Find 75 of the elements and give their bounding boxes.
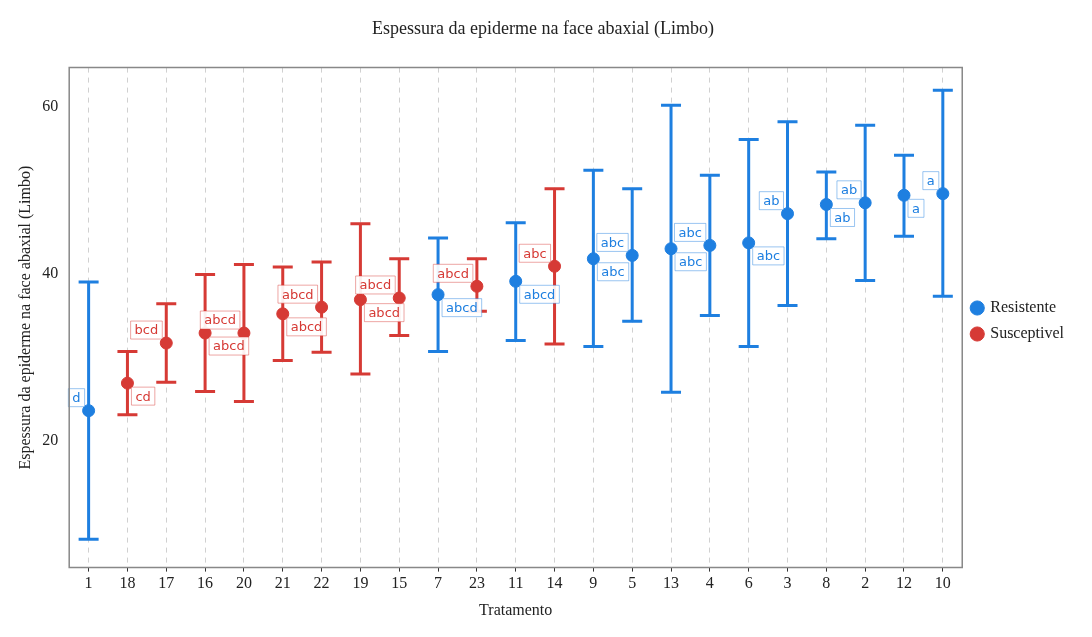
data-label: abc xyxy=(601,264,625,280)
point xyxy=(742,236,756,250)
point xyxy=(315,300,329,314)
x-tick-label: 6 xyxy=(744,574,753,592)
point xyxy=(897,188,911,202)
data-label: abc xyxy=(756,248,781,264)
point xyxy=(703,238,717,252)
x-tick-label: 15 xyxy=(391,574,408,592)
legend-label: Resistente xyxy=(990,298,1056,316)
point xyxy=(276,307,290,321)
data-label: cd xyxy=(135,388,151,404)
point xyxy=(664,242,678,256)
data-label: ab xyxy=(763,193,780,209)
x-tick-label: 10 xyxy=(934,574,951,592)
y-tick-label: 20 xyxy=(42,430,59,448)
y-axis-title: Espessura da epiderme na face abaxial (Limbo) xyxy=(15,165,34,470)
x-tick-label: 11 xyxy=(508,574,524,592)
chart-title: Espessura da epiderme na face abaxial (Limbo) xyxy=(372,17,714,39)
data-label: a xyxy=(926,173,935,189)
point xyxy=(781,207,795,221)
data-label: abc xyxy=(678,224,702,240)
point xyxy=(470,279,484,293)
point xyxy=(625,248,639,262)
data-label: abcd xyxy=(437,265,469,281)
legend-label: Susceptivel xyxy=(990,324,1065,343)
data-label: abc xyxy=(600,234,625,250)
point xyxy=(431,288,445,302)
x-axis-title: Tratamento xyxy=(479,600,553,618)
x-tick-label: 2 xyxy=(861,574,870,592)
x-tick-label: 19 xyxy=(352,574,369,592)
data-label: bcd xyxy=(134,322,159,338)
data-label: abcd xyxy=(290,319,323,335)
point xyxy=(392,291,406,305)
y-tick-label: 60 xyxy=(42,97,59,115)
data-label: abcd xyxy=(523,286,556,302)
x-tick-label: 5 xyxy=(628,574,637,592)
point xyxy=(82,404,96,418)
point xyxy=(586,252,600,266)
x-tick-label: 1 xyxy=(84,574,93,592)
x-tick-label: 9 xyxy=(589,574,598,592)
data-label: abcd xyxy=(213,338,245,354)
data-label: abcd xyxy=(281,286,314,302)
point xyxy=(159,336,173,350)
data-label: a xyxy=(911,200,920,216)
x-tick-label: 4 xyxy=(705,574,714,592)
x-tick-label: 20 xyxy=(235,574,252,592)
data-label: abcd xyxy=(446,300,478,316)
x-tick-label: 21 xyxy=(274,574,291,592)
x-tick-label: 22 xyxy=(313,574,330,592)
x-tick-label: 3 xyxy=(783,574,792,592)
data-label: abc xyxy=(679,254,703,270)
data-label: d xyxy=(72,390,81,406)
y-tick-label: 40 xyxy=(42,263,59,281)
data-label: ab xyxy=(840,182,858,198)
data-label: abcd xyxy=(359,277,392,293)
data-label: abcd xyxy=(368,305,401,321)
data-label: abc xyxy=(523,245,547,261)
point xyxy=(120,376,134,390)
x-tick-label: 7 xyxy=(434,574,443,592)
x-tick-label: 14 xyxy=(546,574,563,592)
data-label: abcd xyxy=(204,312,236,328)
point xyxy=(819,198,833,211)
x-tick-label: 13 xyxy=(663,574,680,592)
x-tick-label: 18 xyxy=(119,574,136,592)
point xyxy=(353,293,367,307)
x-tick-label: 23 xyxy=(468,574,485,592)
point xyxy=(858,196,872,210)
x-tick-label: 8 xyxy=(822,574,831,592)
x-tick-label: 16 xyxy=(197,574,214,592)
point xyxy=(936,187,950,201)
point xyxy=(548,259,562,273)
x-tick-label: 17 xyxy=(158,574,175,592)
data-label: ab xyxy=(834,209,851,225)
x-tick-label: 12 xyxy=(895,574,912,592)
point xyxy=(509,274,523,288)
